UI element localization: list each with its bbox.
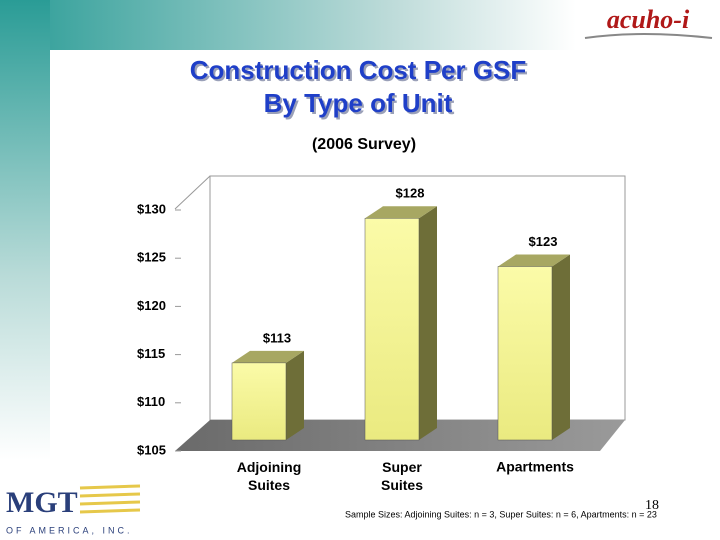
x-tick-label-line: Adjoining (237, 459, 302, 475)
x-tick-label: Adjoining Suites (237, 459, 302, 493)
value-label: $113 (263, 330, 291, 345)
top-band (0, 0, 720, 50)
bar-side (552, 254, 570, 440)
footnote: Sample Sizes: Adjoining Suites: n = 3, S… (345, 509, 657, 519)
page-number: 18 (645, 498, 659, 513)
bar-side (419, 206, 437, 440)
title-shadow: By Type of Unit (266, 90, 455, 120)
y-tick-label: $105 (137, 442, 166, 457)
y-tick-label: $115 (137, 346, 165, 361)
bar-top (365, 206, 437, 219)
bar-top (498, 254, 570, 267)
x-tick-label-line: Super (382, 459, 422, 475)
value-label: $123 (529, 234, 558, 249)
x-tick-label-line: Suites (381, 477, 423, 493)
x-tick-label: Super Suites (381, 459, 423, 493)
mgt-logo: MGT (6, 486, 78, 519)
acuho-logo: acuho-i (607, 5, 690, 34)
logo-swoosh (584, 33, 713, 39)
value-label: $128 (396, 186, 425, 201)
title-line: Construction Cost Per GSF (190, 55, 527, 85)
bar-side (286, 350, 304, 440)
left-band (0, 0, 50, 460)
left-wall-edge (174, 175, 211, 210)
chart-subtitle: (2006 Survey) (312, 136, 416, 153)
title-line: By Type of Unit (264, 88, 453, 118)
y-tick-label: $125 (137, 250, 166, 265)
bar (364, 218, 420, 441)
y-tick-label: $110 (137, 394, 165, 409)
bar-top (232, 350, 304, 363)
plot: $105 $110 $115 $120 $125 $130 $113 Adjoining Sui… (137, 186, 574, 493)
y-tick-label: $120 (137, 298, 166, 313)
mgt-lines (79, 484, 141, 514)
y-tick-label: $130 (137, 201, 166, 216)
x-tick-label-line: Suites (248, 477, 290, 493)
mgt-subtitle: OF AMERICA, INC. (6, 525, 133, 535)
bar (497, 266, 553, 441)
title-shadow: Construction Cost Per GSF (192, 57, 529, 87)
x-tick-label: Apartments (496, 459, 574, 475)
bar (231, 362, 287, 441)
